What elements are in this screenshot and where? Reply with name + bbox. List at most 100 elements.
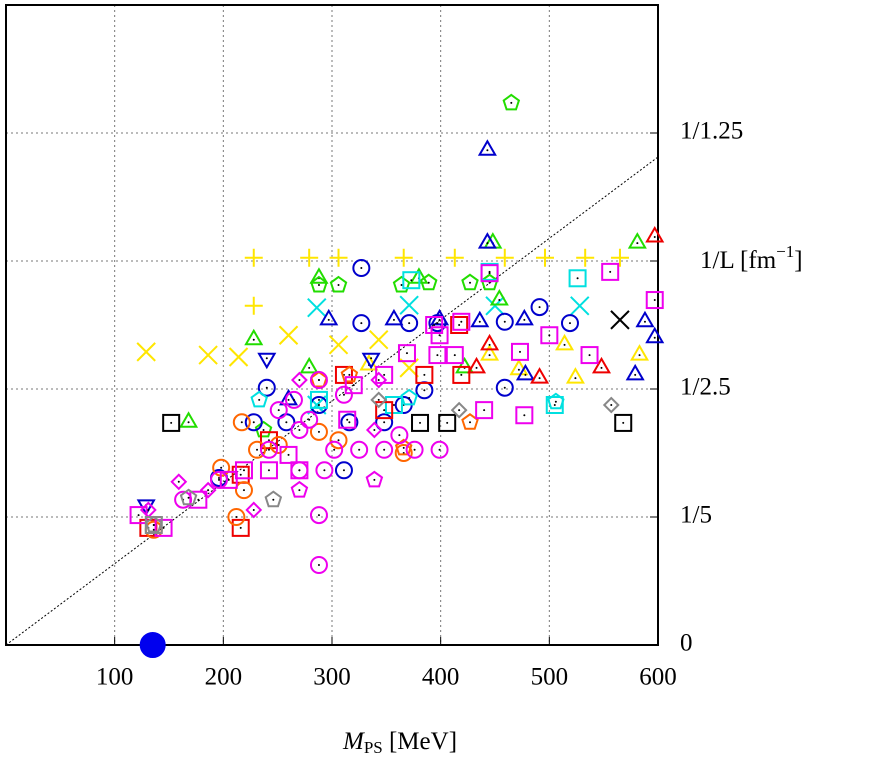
marker-shape: [480, 344, 500, 361]
marker-dot: [488, 343, 491, 346]
point: [530, 367, 550, 384]
point: [625, 363, 645, 381]
point: [361, 352, 381, 370]
point: [365, 470, 384, 488]
marker-dot: [458, 409, 461, 412]
marker-shape: [300, 410, 319, 429]
marker-dot: [242, 469, 245, 472]
x-tick-label: 200: [205, 664, 243, 691]
marker-dot: [486, 242, 489, 245]
marker-dot: [352, 384, 355, 387]
marker-dot: [433, 324, 436, 326]
marker-shape: [392, 275, 411, 293]
point: [515, 406, 534, 425]
marker-shape: [570, 296, 590, 316]
marker-dot: [423, 389, 426, 392]
marker-dot: [298, 428, 301, 431]
point: [430, 440, 449, 459]
point: [179, 411, 199, 428]
marker-shape: [495, 248, 514, 267]
marker-shape: [199, 481, 217, 499]
point: [450, 401, 468, 419]
marker-dot: [486, 149, 489, 152]
marker-shape: [329, 431, 348, 450]
point: [234, 481, 253, 500]
marker-dot: [453, 354, 456, 357]
point: [502, 93, 521, 111]
point: [309, 390, 328, 409]
point: [430, 326, 449, 345]
marker-dot: [553, 404, 556, 406]
marker-shape: [278, 325, 299, 345]
marker-dot: [317, 404, 320, 406]
marker-dot: [524, 373, 527, 376]
point: [369, 330, 389, 350]
point: [352, 314, 371, 333]
marker-shape: [610, 310, 630, 330]
marker-shape: [627, 232, 647, 249]
marker-dot: [262, 428, 265, 431]
point: [259, 440, 278, 459]
marker-shape: [264, 490, 283, 508]
point: [384, 308, 404, 326]
point: [415, 365, 434, 384]
marker-shape: [245, 501, 263, 519]
marker-shape: [425, 316, 444, 334]
marker-shape: [530, 367, 550, 384]
marker-shape: [139, 632, 166, 658]
marker-dot: [503, 320, 506, 323]
point: [485, 296, 505, 316]
marker-shape: [591, 356, 612, 374]
point: [299, 356, 319, 374]
y-tick-label: 0: [680, 630, 693, 657]
marker-shape: [290, 480, 309, 498]
marker-dot: [152, 524, 155, 526]
point: [438, 413, 457, 432]
marker-shape: [365, 421, 383, 439]
marker-dot: [402, 446, 405, 449]
marker-shape: [450, 401, 468, 419]
marker-dot: [488, 272, 491, 275]
marker-dot: [197, 498, 200, 501]
marker-dot: [360, 322, 363, 325]
marker-shape: [344, 376, 363, 395]
point: [284, 390, 303, 409]
marker-dot: [298, 379, 301, 382]
marker-shape: [309, 556, 328, 574]
marker-shape: [334, 385, 353, 404]
marker-dot: [267, 439, 270, 442]
point: [450, 316, 469, 334]
point: [545, 396, 564, 414]
point: [278, 325, 299, 345]
marker-dot: [317, 514, 320, 517]
point: [319, 308, 339, 326]
marker-dot: [478, 320, 481, 323]
y-tick-label: 1/5: [680, 502, 712, 529]
point: [344, 376, 363, 395]
point: [329, 431, 348, 450]
point: [290, 461, 309, 480]
point: [394, 438, 413, 456]
marker-dot: [458, 324, 461, 326]
point: [228, 347, 249, 367]
marker-dot: [252, 338, 255, 341]
point: [394, 248, 413, 267]
marker-shape: [325, 440, 344, 459]
marker-dot: [258, 398, 261, 401]
point: [467, 356, 487, 374]
marker-dot: [588, 354, 591, 357]
marker-shape: [338, 410, 357, 429]
point: [179, 488, 198, 506]
point: [489, 289, 509, 306]
marker-dot: [653, 299, 656, 302]
marker-shape: [369, 330, 389, 350]
point: [198, 345, 218, 365]
marker-shape: [174, 490, 193, 509]
marker-shape: [495, 378, 514, 397]
marker-shape: [614, 413, 633, 432]
marker-dot: [609, 270, 612, 273]
point: [635, 310, 655, 328]
x-tick-label: 100: [96, 664, 134, 691]
marker-dot: [287, 453, 290, 456]
y-tick-label: 1/2.5: [680, 374, 731, 401]
